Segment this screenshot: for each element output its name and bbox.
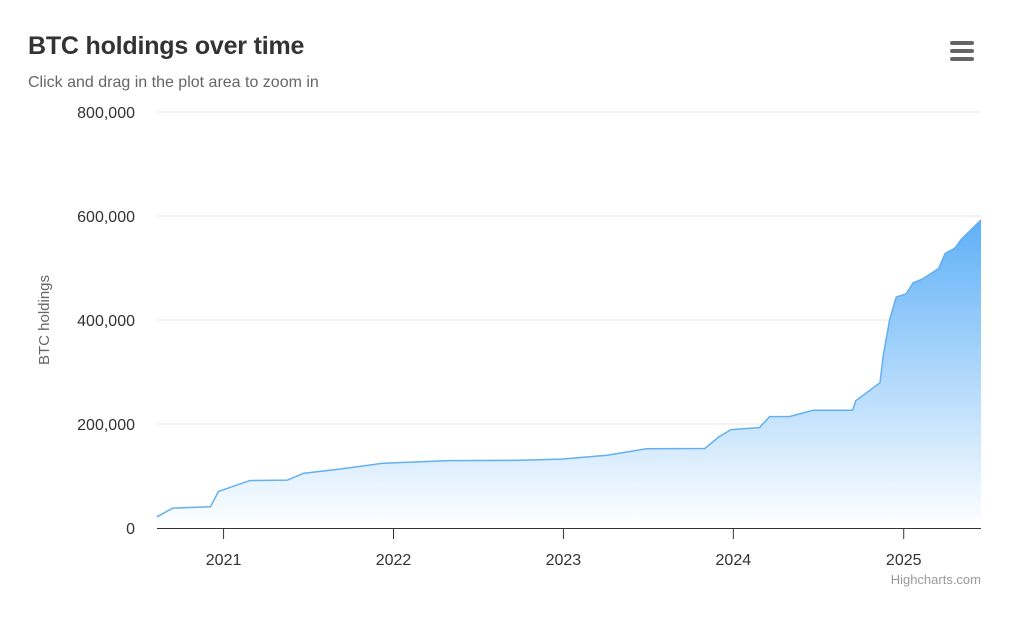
y-tick-label: 600,000 <box>77 209 135 226</box>
y-tick-label: 0 <box>126 521 135 538</box>
menu-bar <box>950 49 974 53</box>
y-tick-label: 800,000 <box>77 105 135 122</box>
x-tick-label: 2025 <box>886 552 922 569</box>
x-tick-label: 2021 <box>206 552 242 569</box>
credits-link[interactable]: Highcharts.com <box>890 572 981 587</box>
y-tick-label: 200,000 <box>77 417 135 434</box>
menu-bar <box>950 57 974 61</box>
x-tick-label: 2024 <box>716 552 752 569</box>
menu-bar <box>950 41 974 45</box>
y-axis-title: BTC holdings <box>36 275 53 365</box>
x-tick-label: 2023 <box>546 552 582 569</box>
x-tick-label: 2022 <box>376 552 412 569</box>
series-line <box>156 219 982 518</box>
y-tick-label: 400,000 <box>77 313 135 330</box>
series-area <box>157 220 981 528</box>
chart-subtitle: Click and drag in the plot area to zoom … <box>28 74 319 91</box>
hamburger-menu-icon[interactable] <box>944 36 980 66</box>
chart-title: BTC holdings over time <box>28 32 305 60</box>
